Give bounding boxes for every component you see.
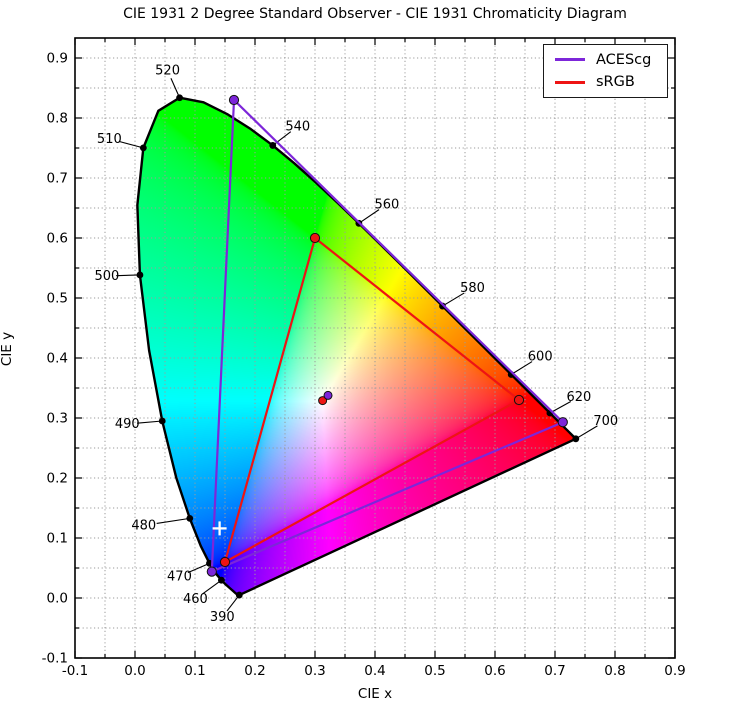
wavelength-label: 600 xyxy=(528,350,553,365)
x-tick-label: 0.9 xyxy=(664,663,685,679)
figure-title: CIE 1931 2 Degree Standard Observer - CI… xyxy=(123,6,627,22)
wavelength-dot xyxy=(186,514,194,522)
x-tick-label: 0.3 xyxy=(304,663,325,679)
wavelength-leader-line xyxy=(156,517,190,524)
x-tick-label: 0.1 xyxy=(184,663,205,679)
wavelength-leader-line xyxy=(510,361,533,375)
x-tick-label: 0.2 xyxy=(244,663,265,679)
x-tick-label: 0.8 xyxy=(604,663,625,679)
wavelength-label: 480 xyxy=(131,518,156,533)
x-tick-label: 0.7 xyxy=(544,663,565,679)
wavelength-label: 490 xyxy=(115,417,140,432)
y-tick-label: 0.7 xyxy=(47,171,68,187)
wavelength-leader-line xyxy=(116,274,140,277)
wavelength-label: 620 xyxy=(566,390,591,405)
acescg-whitepoint-marker xyxy=(323,390,333,400)
x-tick-label: 0.4 xyxy=(364,663,385,679)
wavelength-label: 540 xyxy=(285,119,310,134)
wavelength-leader-line xyxy=(187,562,210,574)
wavelength-leader-line xyxy=(549,401,572,414)
wavelength-label: 700 xyxy=(593,414,618,429)
srgb-primary-g-marker xyxy=(309,232,321,244)
y-tick-label: 0.6 xyxy=(47,231,68,247)
gamut-triangle-acescg xyxy=(210,98,564,573)
x-axis-label: CIE x xyxy=(357,686,393,702)
srgb-primary-b-marker xyxy=(219,556,231,568)
y-tick-label: 0.4 xyxy=(47,351,68,367)
wavelength-label: 460 xyxy=(183,592,208,607)
wavelength-dot xyxy=(439,302,446,310)
x-tick-label: -0.1 xyxy=(62,663,88,679)
legend-entry-srgb: sRGB xyxy=(544,75,667,90)
wavelength-dot xyxy=(136,271,144,279)
srgb-primary-r-marker xyxy=(513,394,525,406)
acescg-line-swatch xyxy=(555,58,585,62)
wavelength-dot xyxy=(218,576,225,584)
wavelength-leader-line xyxy=(170,78,181,98)
legend-entry-acescg: ACEScg xyxy=(544,53,667,68)
acescg-primary-g-marker xyxy=(228,94,240,106)
spectral-locus xyxy=(136,96,578,597)
wavelength-label: 560 xyxy=(374,197,399,212)
x-tick-label: 0.6 xyxy=(484,663,505,679)
wavelength-leader-line xyxy=(118,140,144,149)
legend: ACEScg sRGB xyxy=(543,44,668,98)
y-tick-label: -0.1 xyxy=(42,651,68,667)
srgb-whitepoint-marker xyxy=(318,396,328,406)
wavelength-leader-line xyxy=(575,425,598,440)
axes-frame xyxy=(74,37,676,659)
srgb-line-swatch xyxy=(555,80,585,84)
wavelength-dot xyxy=(176,94,183,102)
wavelength-leader-line xyxy=(202,579,222,595)
wavelength-dot xyxy=(139,144,147,152)
wavelength-leader-line xyxy=(136,420,163,424)
gamut-triangle-srgb xyxy=(223,236,521,564)
y-tick-label: 0.8 xyxy=(47,111,68,127)
x-tick-label: 0.0 xyxy=(124,663,145,679)
wavelength-label: 500 xyxy=(95,269,120,284)
y-tick-label: 0.1 xyxy=(47,531,68,547)
wavelength-leader-line xyxy=(358,209,380,224)
y-tick-label: 0.0 xyxy=(47,591,68,607)
wavelength-leader-line xyxy=(442,292,465,307)
x-tick-label: 0.5 xyxy=(424,663,445,679)
y-tick-label: 0.3 xyxy=(47,411,68,427)
acescg-primary-b-marker xyxy=(206,566,217,577)
wavelength-leader-line xyxy=(272,131,292,146)
legend-label-acescg: ACEScg xyxy=(596,51,652,68)
wavelength-dot xyxy=(235,591,243,599)
wavelength-label: 390 xyxy=(210,610,235,625)
wavelength-label: 580 xyxy=(460,281,485,296)
wavelength-dot xyxy=(269,142,277,149)
wavelength-label: 510 xyxy=(97,132,122,147)
wavelength-label: 470 xyxy=(167,569,192,584)
wavelength-label: 520 xyxy=(155,64,180,79)
wavelength-dot xyxy=(158,417,166,425)
y-tick-label: 0.2 xyxy=(47,471,68,487)
y-axis-label: CIE y xyxy=(0,331,15,367)
wavelength-dot xyxy=(572,435,580,443)
y-tick-label: 0.9 xyxy=(47,51,68,67)
legend-label-srgb: sRGB xyxy=(596,73,635,90)
acescg-primary-r-marker xyxy=(557,417,568,428)
y-tick-label: 0.5 xyxy=(47,291,68,307)
